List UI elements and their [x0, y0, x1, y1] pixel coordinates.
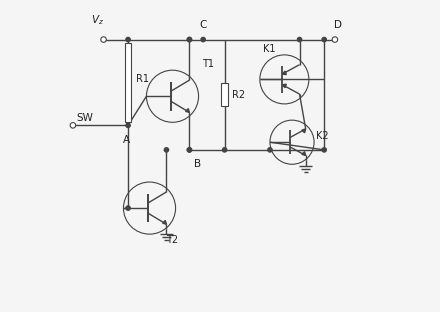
Circle shape: [297, 37, 302, 42]
Circle shape: [70, 123, 76, 128]
Text: R1: R1: [136, 74, 149, 84]
Text: B: B: [194, 159, 201, 169]
Circle shape: [101, 37, 106, 42]
Circle shape: [332, 37, 337, 42]
Circle shape: [126, 123, 130, 128]
Text: A: A: [123, 134, 130, 144]
Text: K1: K1: [263, 44, 275, 54]
Polygon shape: [186, 109, 190, 112]
Text: R2: R2: [232, 90, 246, 100]
Circle shape: [268, 148, 272, 152]
Circle shape: [187, 37, 191, 42]
Polygon shape: [163, 221, 166, 224]
Text: C: C: [199, 20, 207, 30]
Circle shape: [187, 148, 191, 152]
Bar: [125, 43, 132, 122]
Text: $V_z$: $V_z$: [91, 13, 104, 27]
Text: T2: T2: [166, 235, 179, 245]
Text: D: D: [334, 20, 342, 30]
Polygon shape: [302, 152, 306, 155]
Text: T1: T1: [202, 59, 213, 69]
Circle shape: [187, 37, 191, 42]
Circle shape: [201, 37, 205, 42]
Polygon shape: [282, 84, 286, 88]
Text: K2: K2: [315, 131, 328, 141]
Polygon shape: [282, 71, 286, 75]
Circle shape: [126, 37, 130, 42]
Circle shape: [187, 148, 191, 152]
Text: SW: SW: [76, 113, 93, 123]
Circle shape: [322, 37, 326, 42]
Bar: [221, 83, 228, 106]
Circle shape: [322, 148, 326, 152]
Circle shape: [223, 148, 227, 152]
Circle shape: [126, 206, 130, 210]
Polygon shape: [302, 129, 306, 133]
Circle shape: [164, 148, 169, 152]
